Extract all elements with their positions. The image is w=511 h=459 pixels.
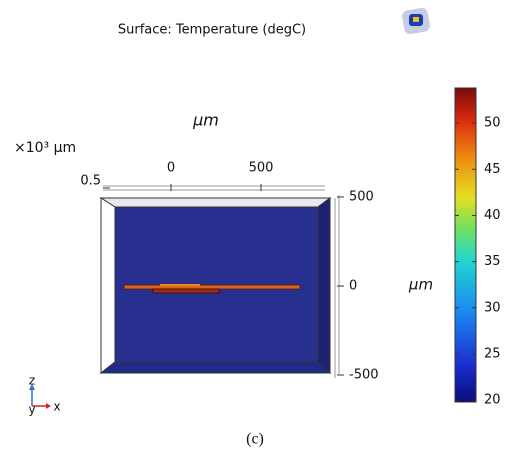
colorbar-tick-label: 30 xyxy=(484,300,501,315)
axis-triad: z y x xyxy=(28,374,60,417)
x-tick-label: 500 xyxy=(249,161,274,176)
y-tick-label: 500 xyxy=(349,190,374,205)
y-tick-label: -500 xyxy=(349,368,379,383)
z-tick-label: 0.5 xyxy=(80,174,101,189)
colorbar-tick-label: 40 xyxy=(484,208,501,223)
triad-y: y xyxy=(28,403,35,417)
z-axis-label: ×10³ μm xyxy=(14,140,76,156)
colorbar-tick-label: 20 xyxy=(484,393,501,408)
colorbar-tick-label: 25 xyxy=(484,346,501,361)
x-tick-label: 0 xyxy=(167,161,175,176)
colorbar-tick-label: 35 xyxy=(484,254,501,269)
colorbar-tick-label: 50 xyxy=(484,116,501,131)
x-axis-label: μm xyxy=(192,111,219,130)
caption: (c) xyxy=(246,431,264,448)
colorbar-tick-label: 45 xyxy=(484,162,501,177)
triad-z: z xyxy=(29,374,35,388)
colorbar xyxy=(455,88,476,402)
chart: Surface: Temperature (degC) μm ×10³ μm μ… xyxy=(0,0,511,455)
geometry-box xyxy=(101,198,330,373)
y-tick-label: 0 xyxy=(349,279,357,294)
logo-icon xyxy=(401,7,431,35)
triad-x: x xyxy=(53,400,60,414)
y-axis-label: μm xyxy=(408,276,433,294)
plot-title: Surface: Temperature (degC) xyxy=(118,23,306,38)
